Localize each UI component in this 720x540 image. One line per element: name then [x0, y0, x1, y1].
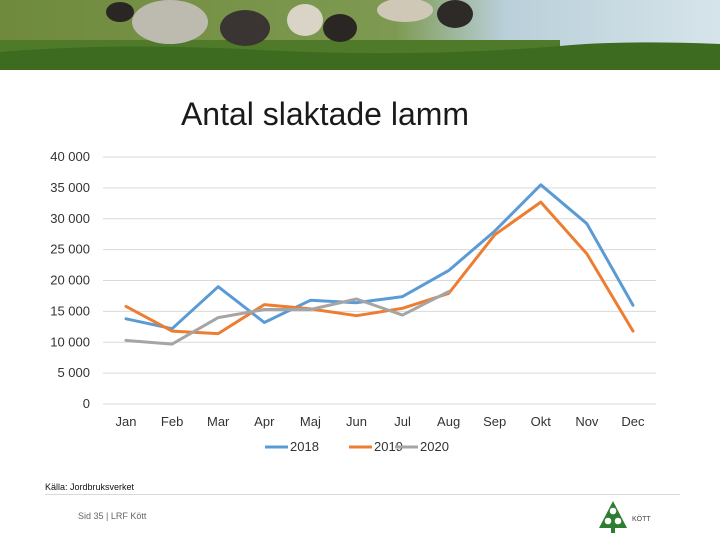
series-line-2020	[124, 290, 451, 346]
x-tick-label: Dec	[621, 414, 645, 429]
footer-divider	[45, 494, 680, 495]
series-line-2018	[124, 183, 635, 331]
y-tick-label: 10 000	[50, 334, 90, 349]
x-tick-label: Mar	[207, 414, 230, 429]
y-tick-label: 40 000	[50, 149, 90, 164]
chart-series-lines	[124, 183, 635, 346]
y-axis-tick-labels: 0 5 000 10 000 15 000 20 000 25 000 30 000 35 0…	[50, 149, 90, 411]
x-tick-label: Maj	[300, 414, 321, 429]
y-tick-label: 25 000	[50, 242, 90, 257]
x-axis-tick-labels: Jan Feb Mar Apr Maj Jun Jul Aug Sep Okt Nov Dec	[116, 414, 645, 429]
x-tick-label: Sep	[483, 414, 506, 429]
line-chart: 0 5 000 10 000 15 000 20 000 25 000 30 000 35 0…	[50, 149, 656, 454]
series-line-2019	[124, 200, 635, 336]
x-tick-label: Nov	[575, 414, 599, 429]
y-tick-label: 15 000	[50, 303, 90, 318]
x-tick-label: Jan	[116, 414, 137, 429]
x-tick-label: Apr	[254, 414, 275, 429]
legend-label-2020: 2020	[420, 439, 449, 454]
y-tick-label: 20 000	[50, 273, 90, 288]
x-tick-label: Okt	[531, 414, 552, 429]
y-tick-label: 0	[83, 396, 90, 411]
lrf-kott-logo: KÖTT	[598, 500, 670, 539]
source-note: Källa: Jordbruksverket	[45, 482, 135, 492]
logo-text: KÖTT	[632, 515, 651, 523]
chart-gridlines	[103, 156, 656, 405]
x-tick-label: Jul	[394, 414, 411, 429]
header-banner-photo	[0, 0, 720, 70]
page-info: Sid 35 | LRF Kött	[78, 511, 147, 521]
y-tick-label: 30 000	[50, 211, 90, 226]
y-tick-label: 5 000	[57, 365, 90, 380]
chart-legend: 2018 2019 2020	[265, 439, 449, 454]
legend-label-2019: 2019	[374, 439, 403, 454]
chart-title: Antal slaktade lamm	[180, 96, 470, 132]
x-tick-label: Aug	[437, 414, 460, 429]
x-tick-label: Jun	[346, 414, 367, 429]
x-tick-label: Feb	[161, 414, 183, 429]
legend-label-2018: 2018	[290, 439, 319, 454]
y-tick-label: 35 000	[50, 180, 90, 195]
